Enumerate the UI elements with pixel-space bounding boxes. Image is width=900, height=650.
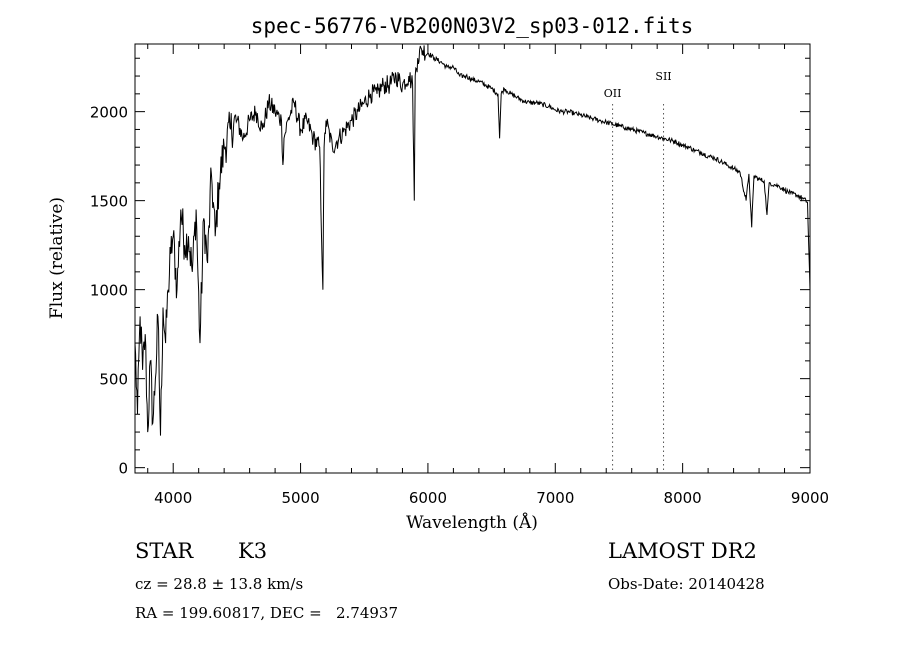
coordinates: RA = 199.60817, DEC = 2.74937 [135,604,399,622]
y-tick-label: 500 [99,371,128,389]
spectral-line-label: SII [655,70,671,83]
redshift-info: cz = 28.8 ± 13.8 km/s [135,575,304,593]
x-tick-label: 9000 [791,489,829,507]
x-tick-label: 6000 [409,489,447,507]
x-tick-label: 8000 [664,489,702,507]
y-tick-label: 2000 [90,104,128,122]
x-tick-label: 4000 [154,489,192,507]
spectral-subclass: K3 [238,539,268,563]
y-tick-label: 1500 [90,193,128,211]
object-type: STAR [135,539,194,563]
x-tick-labels: 4000 5000 6000 7000 8000 9000 [154,489,829,507]
survey-name: LAMOST DR2 [608,539,757,563]
plot-frame [134,43,811,474]
y-tick-labels: 0 500 1000 1500 2000 [90,104,128,478]
spectrum-line [134,45,811,436]
y-axis-label: Flux (relative) [47,197,67,319]
axis-ticks [135,44,811,473]
y-tick-label: 1000 [90,282,128,300]
chart-title: spec-56776-VB200N03V2_sp03-012.fits [251,14,694,38]
x-axis-label: Wavelength (Å) [406,512,538,533]
y-tick-label: 0 [118,460,128,478]
spectral-line-label: OII [604,87,622,100]
annotations: OII SII [604,70,672,473]
x-tick-label: 7000 [536,489,574,507]
x-tick-label: 5000 [281,489,319,507]
observation-date: Obs-Date: 20140428 [608,575,765,593]
